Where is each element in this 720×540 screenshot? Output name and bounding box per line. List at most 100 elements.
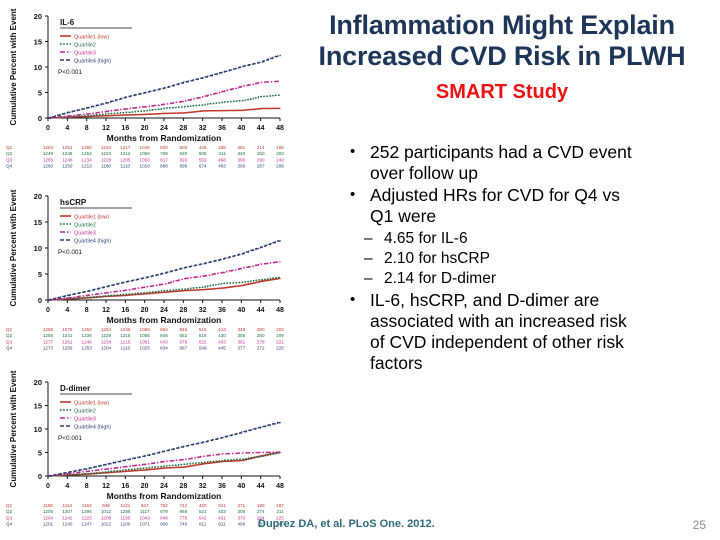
y-tick-label: 10: [34, 425, 42, 434]
legend-label-1: Quartile1 (low): [74, 400, 109, 406]
p-value-annotation: P<0.001: [58, 249, 82, 256]
bullet-list: • 252 participants had a CVD event over f…: [344, 142, 644, 374]
y-tick-label: 20: [34, 378, 42, 387]
x-tick-label: 40: [237, 125, 245, 132]
risk-cell: 1225: [82, 515, 93, 520]
km-chart-il6: 0 5 10 15 20 0 4 8 12 16 20 24 28 32 36 40 44 48 Cumulativ…: [2, 2, 287, 180]
bullet-text: 252 participants had a CVD event over fo…: [370, 142, 632, 183]
risk-cell: 346: [237, 327, 245, 332]
risk-cell: 1256: [62, 346, 73, 351]
title-block: Inflammation Might Explain Increased CVD…: [286, 10, 718, 104]
legend-label-3: Quartile3: [74, 50, 96, 56]
risk-cell: 403: [218, 509, 226, 514]
x-tick-label: 0: [46, 307, 50, 314]
risk-cell: 1055: [140, 333, 151, 338]
risk-cell: 811: [199, 522, 207, 527]
x-tick-label: 16: [121, 483, 129, 490]
risk-cell: 652: [179, 333, 187, 338]
sub-bullet-text: 2.14 for D-dimer: [384, 269, 496, 287]
risk-cell: 203: [276, 151, 284, 156]
risk-cell: 260: [257, 333, 265, 338]
risk-row-label: Q2: [6, 509, 13, 514]
chart-title: IL-6: [60, 18, 75, 27]
risk-cell: 693: [179, 157, 187, 162]
x-tick-label: 44: [257, 307, 265, 314]
x-tick-label: 36: [218, 307, 226, 314]
risk-row-label: Q3: [6, 339, 13, 344]
legend-label-4: Quartile4 (high): [74, 58, 111, 64]
risk-cell: 1213: [82, 164, 93, 169]
risk-cell: 1246: [82, 339, 93, 344]
risk-cell: 225: [276, 515, 284, 520]
x-tick-label: 32: [199, 125, 207, 132]
risk-cell: 1056: [140, 151, 151, 156]
risk-cell: 1117: [140, 509, 150, 514]
risk-cell: 281: [237, 145, 245, 150]
risk-cell: 518: [199, 333, 207, 338]
risk-cell: 483: [218, 164, 226, 169]
legend-label-1: Quartile1 (low): [74, 34, 109, 40]
risk-cell: 834: [160, 346, 168, 351]
risk-cell: 406: [237, 522, 245, 527]
risk-cell: 1229: [101, 333, 112, 338]
y-tick-label: 15: [34, 218, 42, 227]
risk-cell: 1268: [43, 327, 54, 332]
y-tick-label: 0: [38, 114, 42, 123]
risk-cell: 340: [237, 151, 245, 156]
risk-cell: 208: [276, 164, 284, 169]
risk-cell: 430: [218, 333, 226, 338]
x-tick-label: 20: [141, 307, 149, 314]
y-axis-label: Cumulative Percent with Event: [9, 370, 18, 487]
page-subtitle: SMART Study: [435, 80, 569, 103]
risk-cell: 846: [179, 327, 187, 332]
risk-cell: 864: [160, 327, 168, 332]
risk-cell: 303: [257, 522, 265, 527]
risk-cell: 168: [276, 145, 284, 150]
x-tick-label: 48: [276, 125, 284, 132]
x-axis-label: Months from Randomization: [107, 491, 222, 501]
risk-cell: 848: [160, 515, 168, 520]
risk-cell: 211: [276, 509, 284, 514]
bullet-text: Adjusted HRs for CVD for Q4 vs Q1 were: [370, 185, 620, 226]
risk-cell: 1260: [82, 145, 93, 150]
series-line-3: [48, 80, 281, 119]
risk-cell: 271: [237, 503, 245, 508]
risk-cell: 1240: [62, 522, 73, 527]
sub-bullet-item: –2.14 for D-dimer: [344, 269, 644, 289]
risk-cell: 1100: [120, 522, 130, 527]
risk-cell: 1046: [140, 145, 151, 150]
risk-cell: 799: [160, 151, 168, 156]
series-line-4: [48, 421, 281, 477]
risk-row-label: Q2: [6, 333, 13, 338]
risk-cell: 446: [199, 145, 207, 150]
risk-row-label: Q3: [6, 157, 13, 162]
risk-cell: 250: [257, 151, 265, 156]
risk-cell: 278: [257, 339, 265, 344]
risk-cell: 1252: [82, 151, 93, 156]
bullet-item: • Adjusted HRs for CVD for Q4 vs Q1 were: [344, 185, 644, 227]
risk-cell: 868: [160, 164, 168, 169]
km-chart-hscrp: 0 5 10 15 20 0 4 8 12 16 20 24 28 32 36 40 44 48 Cumulativ…: [2, 182, 287, 362]
risk-cell: 820: [160, 145, 168, 150]
risk-cell: 746: [179, 522, 187, 527]
y-tick-label: 15: [34, 38, 42, 47]
bullet-marker-icon: •: [350, 186, 356, 203]
x-tick-label: 44: [257, 125, 265, 132]
x-tick-label: 28: [179, 483, 187, 490]
x-tick-label: 24: [160, 125, 168, 132]
bullet-item: • IL-6, hsCRP, and D-dimer are associated…: [344, 290, 644, 374]
y-tick-label: 0: [38, 472, 42, 481]
risk-cell: 187: [276, 503, 284, 508]
series-line-2: [48, 276, 281, 301]
risk-cell: 1252: [82, 327, 93, 332]
risk-cell: 1060: [140, 327, 151, 332]
bullet-list-container: • 252 participants had a CVD event over f…: [344, 142, 644, 375]
legend-label-2: Quartile2: [74, 222, 96, 228]
risk-cell: 1246: [120, 327, 131, 332]
risk-cell: 433: [218, 339, 226, 344]
